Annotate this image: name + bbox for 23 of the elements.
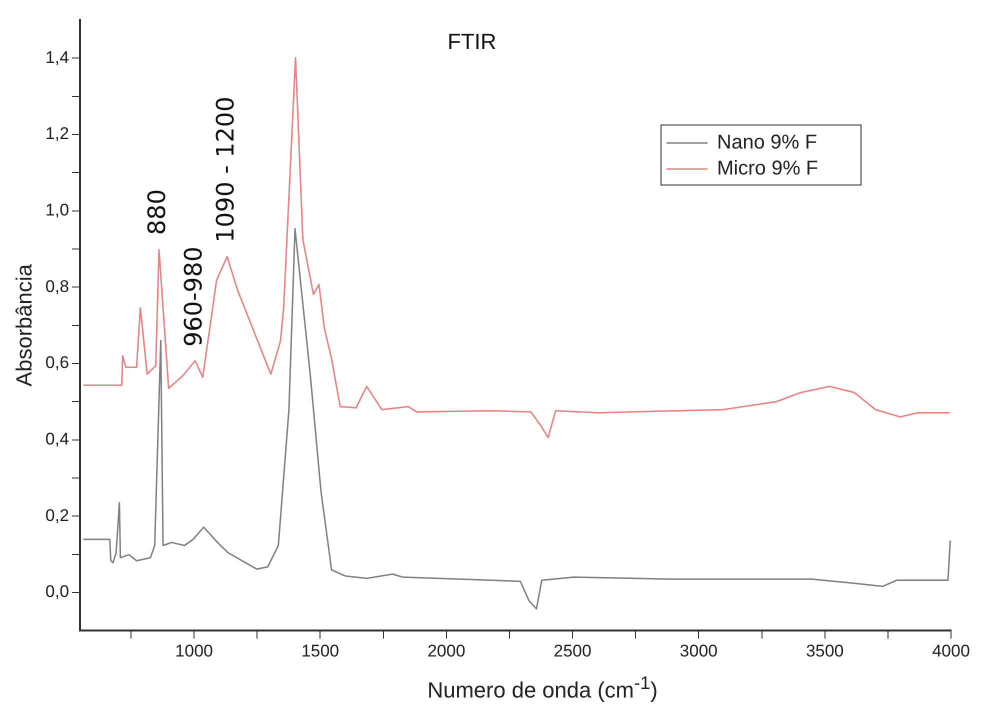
y-axis-title: Absorbância	[11, 263, 36, 386]
legend-label: Nano 9% F	[717, 132, 818, 154]
y-tick-label: 1,2	[45, 124, 70, 144]
y-tick-label: 0,8	[45, 276, 70, 296]
y-tick-label: 1,0	[45, 200, 70, 220]
annotation: 880	[143, 189, 172, 235]
y-tick-label: 0,4	[45, 429, 70, 448]
y-tick-label: 0,0	[45, 582, 70, 602]
x-tick-label: 1500	[301, 641, 340, 660]
x-tick-label: 1000	[175, 641, 213, 660]
x-axis-title: Numero de onda (cm$^{-1}$)	[426, 672, 659, 704]
x-tick-label: 2500	[554, 641, 592, 660]
x-tick-label: 3500	[806, 641, 844, 660]
y-tick-label: 0,6	[45, 353, 70, 372]
x-tick-label: 3000	[680, 641, 718, 660]
x-tick-label: 4000	[932, 641, 970, 660]
legend-label: Micro 9% F	[717, 158, 818, 180]
y-tick-label: 0,2	[45, 506, 70, 525]
annotation: 960-980	[179, 246, 208, 347]
y-tick-label: 1,4	[45, 48, 70, 67]
annotation: 1090 - 1200	[211, 96, 240, 243]
chart-title: FTIR	[448, 29, 496, 54]
x-tick-label: 2000	[427, 641, 466, 660]
